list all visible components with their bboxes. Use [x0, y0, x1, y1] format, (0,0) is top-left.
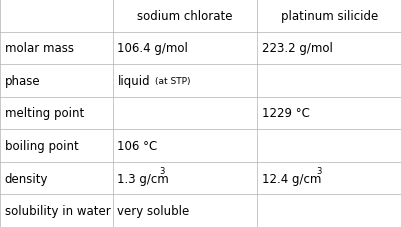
Text: solubility in water: solubility in water — [5, 204, 110, 217]
Text: 106.4 g/mol: 106.4 g/mol — [117, 42, 188, 55]
Text: 12.4 g/cm: 12.4 g/cm — [261, 172, 321, 185]
Text: very soluble: very soluble — [117, 204, 189, 217]
Text: melting point: melting point — [5, 107, 84, 120]
Text: 1.3 g/cm: 1.3 g/cm — [117, 172, 169, 185]
Text: 223.2 g/mol: 223.2 g/mol — [261, 42, 332, 55]
Text: (at STP): (at STP) — [154, 76, 190, 86]
Text: phase: phase — [5, 75, 41, 88]
Text: sodium chlorate: sodium chlorate — [137, 10, 232, 23]
Text: 3: 3 — [316, 167, 321, 176]
Text: density: density — [5, 172, 48, 185]
Text: liquid: liquid — [117, 75, 150, 88]
Text: 106 °C: 106 °C — [117, 139, 157, 152]
Text: boiling point: boiling point — [5, 139, 78, 152]
Text: 1229 °C: 1229 °C — [261, 107, 309, 120]
Text: molar mass: molar mass — [5, 42, 74, 55]
Text: platinum silicide: platinum silicide — [280, 10, 377, 23]
Text: 3: 3 — [159, 167, 164, 176]
